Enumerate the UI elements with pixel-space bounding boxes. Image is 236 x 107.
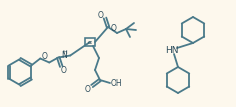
Text: H: H xyxy=(62,50,67,55)
Text: O: O xyxy=(111,24,117,33)
Text: HN: HN xyxy=(165,45,179,54)
Text: O: O xyxy=(98,10,104,19)
Text: O: O xyxy=(60,66,66,75)
Text: α: α xyxy=(88,39,92,45)
Bar xyxy=(85,38,95,46)
Text: O: O xyxy=(41,52,47,61)
Text: O: O xyxy=(85,85,91,94)
Text: N: N xyxy=(61,51,67,60)
Text: OH: OH xyxy=(110,80,122,88)
